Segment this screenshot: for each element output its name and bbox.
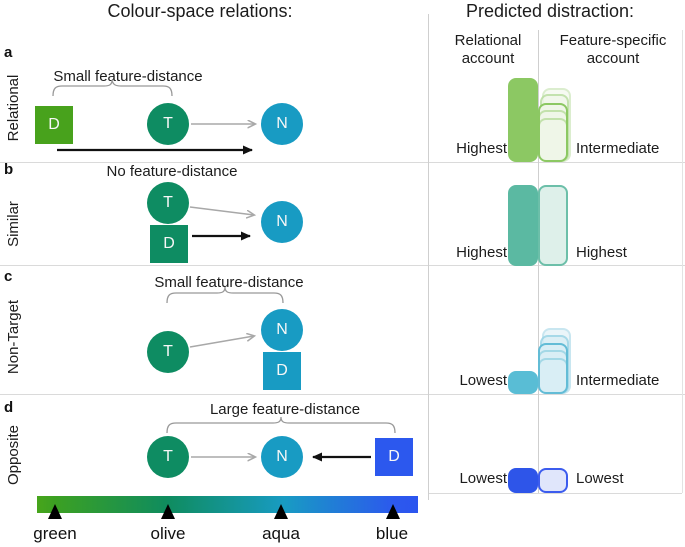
target-letter: T <box>163 194 173 211</box>
feature-bar-d <box>538 468 568 493</box>
distractor-square-b: D <box>150 225 188 263</box>
ghost-edge <box>538 358 568 370</box>
target-letter: T <box>163 343 173 360</box>
gradient-marker-aqua <box>274 504 288 519</box>
feature-level-b: Highest <box>576 244 627 261</box>
distractor-letter: D <box>48 116 60 133</box>
distractor-letter: D <box>276 362 288 379</box>
target-nontarget-arrow-b <box>189 206 254 215</box>
panel-divider <box>428 14 429 500</box>
nontarget-circle-a: N <box>261 103 303 145</box>
nontarget-letter: N <box>276 448 288 465</box>
nontarget-letter: N <box>276 115 288 132</box>
distractor-letter: D <box>388 448 400 465</box>
gradient-marker-blue <box>386 504 400 519</box>
nontarget-letter: N <box>276 321 288 338</box>
ghost-edge <box>538 118 568 130</box>
relational-level-a: Highest <box>456 140 507 157</box>
feature-level-a: Intermediate <box>576 140 660 157</box>
feature-specific-account-header: Feature-specific account <box>559 32 667 67</box>
feature-bar-b <box>538 185 568 266</box>
annotation-row-b: No feature-distance <box>106 163 238 180</box>
right-panel-bottom-line <box>428 493 682 494</box>
annotation-row-d: Large feature-distance <box>209 401 361 418</box>
panel-letter-b: b <box>4 161 14 178</box>
relational-bar-a <box>508 78 538 162</box>
target-letter: T <box>163 115 173 132</box>
target-nontarget-arrow-c <box>189 336 254 348</box>
panel-letter-a: a <box>4 44 13 61</box>
color-gradient-bar <box>37 496 418 513</box>
gradient-label-olive: olive <box>150 524 186 543</box>
nontarget-circle-d: N <box>261 436 303 478</box>
target-circle-b: T <box>147 182 189 224</box>
feature-bar-a <box>538 103 568 162</box>
row-label-opposite: Opposite <box>5 424 22 486</box>
relational-bar-c <box>508 371 538 394</box>
nontarget-letter: N <box>276 213 288 230</box>
gradient-label-blue: blue <box>375 524 409 543</box>
feature-distance-brace-d <box>166 416 396 434</box>
distractor-square-c: D <box>263 352 301 390</box>
gradient-marker-olive <box>161 504 175 519</box>
target-circle-d: T <box>147 436 189 478</box>
target-circle-c: T <box>147 331 189 373</box>
left-panel-title: Colour-space relations: <box>107 1 293 21</box>
feature-level-d: Lowest <box>576 470 624 487</box>
target-letter: T <box>163 448 173 465</box>
distractor-letter: D <box>163 235 175 252</box>
target-circle-a: T <box>147 103 189 145</box>
annotation-row-a: Small feature-distance <box>53 68 203 85</box>
ghost-edge <box>538 110 568 122</box>
row-divider-bc <box>0 265 685 266</box>
relational-bar-b <box>508 185 538 266</box>
nontarget-circle-b: N <box>261 201 303 243</box>
ghost-edge <box>538 350 568 362</box>
relational-level-c: Lowest <box>459 372 507 389</box>
row-divider-cd <box>0 394 685 395</box>
gradient-label-aqua: aqua <box>262 524 300 543</box>
distractor-square-a: D <box>35 106 73 144</box>
gradient-marker-green <box>48 504 62 519</box>
distractor-square-d: D <box>375 438 413 476</box>
nontarget-circle-c: N <box>261 309 303 351</box>
panel-letter-c: c <box>4 268 13 285</box>
relational-bar-d <box>508 468 538 493</box>
right-edge-line <box>682 30 683 493</box>
relational-level-d: Lowest <box>459 470 507 487</box>
feature-level-c: Intermediate <box>576 372 660 389</box>
feature-bar-c <box>538 343 568 394</box>
row-divider-ab <box>0 162 685 163</box>
relational-account-header: Relational account <box>454 32 522 67</box>
right-panel-title: Predicted distraction: <box>465 1 635 21</box>
annotation-row-c: Small feature-distance <box>154 274 304 291</box>
relational-level-b: Highest <box>456 244 507 261</box>
gradient-label-green: green <box>33 524 77 543</box>
panel-letter-d: d <box>4 399 14 416</box>
